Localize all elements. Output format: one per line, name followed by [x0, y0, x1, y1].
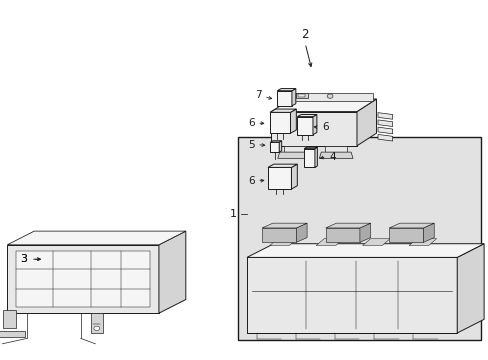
Polygon shape: [270, 141, 281, 142]
Polygon shape: [246, 257, 456, 333]
Text: 7: 7: [254, 90, 261, 100]
Polygon shape: [312, 114, 316, 135]
Polygon shape: [377, 113, 392, 119]
Polygon shape: [279, 141, 281, 152]
Polygon shape: [7, 245, 159, 313]
Polygon shape: [298, 94, 304, 97]
Polygon shape: [304, 149, 314, 167]
Circle shape: [326, 94, 332, 98]
Polygon shape: [269, 239, 297, 246]
Polygon shape: [269, 109, 296, 112]
Text: 4: 4: [328, 152, 335, 162]
Polygon shape: [325, 223, 370, 228]
Text: 6: 6: [247, 176, 254, 186]
Polygon shape: [456, 244, 483, 333]
Polygon shape: [362, 239, 389, 246]
Polygon shape: [297, 117, 312, 135]
Polygon shape: [0, 331, 25, 337]
Polygon shape: [359, 223, 370, 242]
Polygon shape: [7, 231, 185, 245]
Polygon shape: [267, 167, 291, 189]
Polygon shape: [270, 142, 279, 152]
Text: 6: 6: [247, 118, 254, 128]
Polygon shape: [271, 112, 356, 146]
Polygon shape: [315, 239, 343, 246]
Polygon shape: [388, 228, 423, 242]
Polygon shape: [377, 127, 392, 134]
Polygon shape: [159, 231, 185, 313]
Polygon shape: [296, 223, 306, 242]
Polygon shape: [262, 223, 306, 228]
Polygon shape: [271, 99, 376, 112]
Polygon shape: [291, 89, 295, 106]
Polygon shape: [91, 313, 102, 333]
Polygon shape: [325, 146, 346, 152]
Polygon shape: [304, 147, 317, 149]
Polygon shape: [290, 109, 296, 133]
Polygon shape: [423, 223, 433, 242]
Polygon shape: [294, 93, 372, 101]
Polygon shape: [297, 114, 316, 117]
Bar: [238, 137, 480, 340]
Polygon shape: [277, 152, 311, 158]
Polygon shape: [262, 228, 296, 242]
Text: 6: 6: [321, 122, 328, 132]
Polygon shape: [16, 251, 150, 307]
Text: 5: 5: [247, 140, 254, 150]
Text: 1: 1: [230, 209, 237, 219]
Polygon shape: [356, 99, 376, 146]
Polygon shape: [277, 89, 295, 91]
Polygon shape: [283, 146, 305, 152]
Polygon shape: [388, 223, 433, 228]
Polygon shape: [377, 120, 392, 126]
Circle shape: [94, 326, 100, 330]
Polygon shape: [325, 228, 359, 242]
Text: 3: 3: [20, 254, 27, 264]
Polygon shape: [314, 147, 317, 167]
Polygon shape: [267, 164, 297, 167]
Polygon shape: [377, 134, 392, 141]
Polygon shape: [319, 152, 352, 158]
Polygon shape: [408, 239, 436, 246]
Polygon shape: [295, 93, 307, 98]
Polygon shape: [246, 244, 483, 257]
Polygon shape: [269, 112, 290, 133]
Text: 2: 2: [301, 28, 308, 41]
Text: 3: 3: [20, 254, 27, 264]
Polygon shape: [3, 310, 16, 328]
Polygon shape: [291, 164, 297, 189]
Polygon shape: [277, 91, 291, 106]
